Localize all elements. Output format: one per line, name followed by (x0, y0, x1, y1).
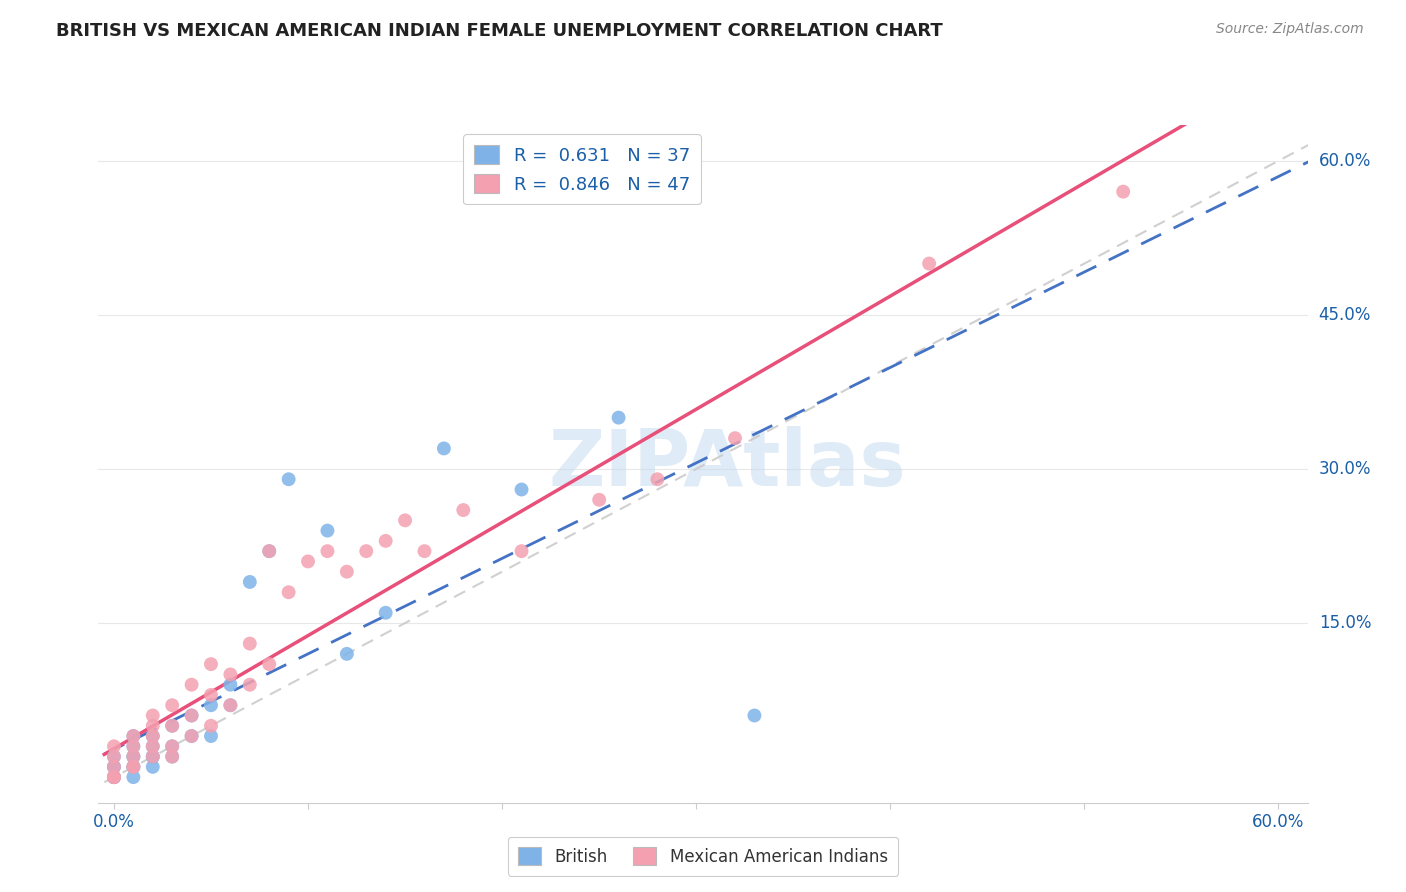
Point (142, 760, 165, 774)
Point (239, 678, 262, 692)
Point (297, 554, 319, 568)
Point (180, 708, 202, 723)
Point (103, 770, 125, 784)
Point (103, 760, 125, 774)
Point (316, 524, 339, 538)
Point (180, 729, 202, 743)
Point (103, 770, 125, 784)
Point (257, 544, 280, 558)
Point (122, 729, 145, 743)
Point (510, 544, 533, 558)
Point (647, 472, 669, 486)
Point (160, 739, 183, 754)
Point (122, 749, 145, 764)
Point (142, 719, 165, 733)
Point (374, 533, 396, 548)
Point (239, 637, 262, 651)
Point (200, 657, 222, 672)
Text: Source: ZipAtlas.com: Source: ZipAtlas.com (1216, 22, 1364, 37)
Point (142, 749, 165, 764)
Point (142, 749, 165, 764)
Point (200, 719, 222, 733)
Point (918, 256, 941, 270)
Point (122, 760, 145, 774)
Point (122, 739, 145, 754)
Point (1112, 185, 1135, 199)
Point (142, 708, 165, 723)
Point (160, 698, 183, 713)
Point (413, 544, 436, 558)
Point (142, 739, 165, 754)
Point (744, 708, 766, 723)
Point (103, 760, 125, 774)
Point (122, 749, 145, 764)
Point (219, 678, 242, 692)
Point (453, 503, 475, 517)
Point (160, 719, 183, 733)
Text: 45.0%: 45.0% (1319, 306, 1371, 324)
Point (277, 472, 299, 486)
Point (316, 544, 339, 558)
Point (180, 678, 202, 692)
Point (219, 667, 242, 681)
Point (122, 760, 145, 774)
Point (142, 729, 165, 743)
Point (180, 708, 202, 723)
Point (122, 760, 145, 774)
Point (160, 719, 183, 733)
Point (239, 574, 262, 589)
Point (122, 729, 145, 743)
Point (607, 410, 630, 425)
Point (103, 760, 125, 774)
Text: 60.0%: 60.0% (1319, 152, 1371, 169)
Point (180, 729, 202, 743)
Point (142, 729, 165, 743)
Text: ZIPAtlas: ZIPAtlas (548, 425, 905, 502)
Point (103, 770, 125, 784)
Point (724, 431, 747, 445)
Point (122, 739, 145, 754)
Point (200, 688, 222, 702)
Point (160, 739, 183, 754)
Point (588, 492, 610, 507)
Point (374, 606, 396, 620)
Point (200, 698, 222, 713)
Point (200, 729, 222, 743)
Point (122, 749, 145, 764)
Point (122, 770, 145, 784)
Point (103, 770, 125, 784)
Legend: British, Mexican American Indians: British, Mexican American Indians (508, 838, 898, 876)
Point (277, 585, 299, 599)
Point (219, 698, 242, 713)
Point (160, 749, 183, 764)
Text: 15.0%: 15.0% (1319, 614, 1371, 632)
Point (336, 565, 359, 579)
Point (142, 739, 165, 754)
Point (160, 749, 183, 764)
Point (103, 749, 125, 764)
Point (257, 657, 280, 672)
Text: 30.0%: 30.0% (1319, 460, 1371, 478)
Point (394, 513, 416, 527)
Text: BRITISH VS MEXICAN AMERICAN INDIAN FEMALE UNEMPLOYMENT CORRELATION CHART: BRITISH VS MEXICAN AMERICAN INDIAN FEMAL… (56, 22, 943, 40)
Point (219, 698, 242, 713)
Point (354, 544, 377, 558)
Point (336, 647, 359, 661)
Point (103, 770, 125, 784)
Point (103, 749, 125, 764)
Point (103, 739, 125, 754)
Point (122, 760, 145, 774)
Point (257, 544, 280, 558)
Point (510, 483, 533, 497)
Point (142, 749, 165, 764)
Point (433, 442, 456, 456)
Point (103, 770, 125, 784)
